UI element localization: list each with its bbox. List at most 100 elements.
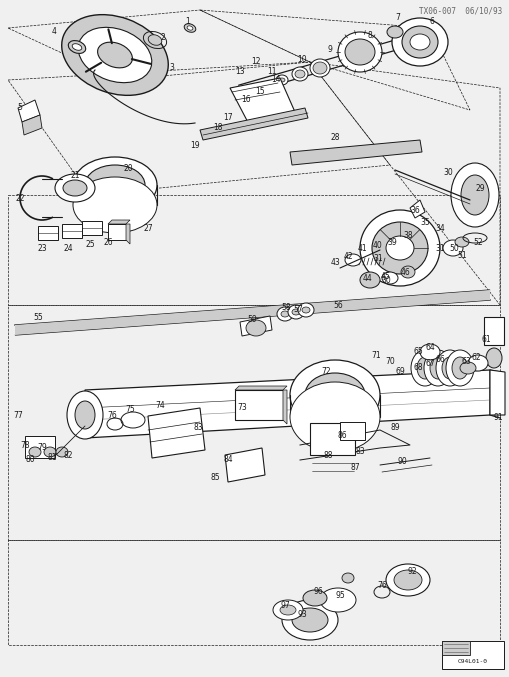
Polygon shape	[200, 108, 307, 140]
Ellipse shape	[342, 573, 353, 583]
Ellipse shape	[400, 266, 414, 278]
Text: 81: 81	[47, 454, 56, 462]
Ellipse shape	[245, 320, 266, 336]
Bar	[38, 226, 58, 240]
Text: 72: 72	[321, 368, 330, 376]
Text: 20: 20	[123, 164, 132, 173]
Polygon shape	[108, 220, 130, 224]
Text: 6: 6	[429, 18, 434, 26]
Text: 3: 3	[169, 64, 174, 72]
Polygon shape	[15, 290, 489, 335]
Polygon shape	[22, 115, 42, 135]
Text: 30: 30	[380, 276, 390, 284]
Ellipse shape	[386, 26, 402, 38]
Text: 1: 1	[185, 18, 190, 26]
Ellipse shape	[301, 307, 309, 313]
Ellipse shape	[148, 35, 161, 45]
Text: 38: 38	[403, 230, 412, 240]
Text: 58: 58	[280, 303, 290, 313]
Text: 97: 97	[279, 600, 289, 609]
Text: 43: 43	[330, 257, 340, 267]
Ellipse shape	[344, 254, 360, 266]
Text: 77: 77	[13, 410, 23, 420]
Text: 4: 4	[51, 28, 56, 37]
Ellipse shape	[288, 305, 303, 319]
Text: 96: 96	[313, 588, 322, 596]
Text: 36: 36	[409, 206, 419, 215]
Ellipse shape	[290, 382, 379, 452]
Text: 13: 13	[235, 68, 244, 77]
Text: 44: 44	[362, 274, 372, 282]
Ellipse shape	[29, 447, 41, 457]
Text: 85: 85	[210, 473, 219, 483]
Text: 7: 7	[395, 14, 400, 22]
Ellipse shape	[187, 26, 192, 30]
Ellipse shape	[292, 608, 327, 632]
Ellipse shape	[85, 165, 145, 205]
Bar	[483, 317, 503, 345]
Text: 9: 9	[327, 45, 332, 55]
Ellipse shape	[337, 32, 381, 72]
Text: 68: 68	[412, 364, 422, 372]
Text: 93: 93	[297, 611, 306, 619]
Text: 71: 71	[371, 351, 380, 360]
Text: 17: 17	[223, 114, 232, 123]
Text: 16: 16	[241, 95, 250, 104]
Text: 24: 24	[63, 244, 73, 253]
Ellipse shape	[445, 350, 473, 386]
Text: 59: 59	[247, 315, 257, 324]
Ellipse shape	[272, 600, 302, 620]
Text: 64: 64	[425, 343, 434, 353]
Text: 45: 45	[380, 271, 390, 280]
Bar	[235, 390, 282, 420]
Text: 73: 73	[237, 403, 246, 412]
Polygon shape	[18, 100, 40, 122]
Ellipse shape	[297, 303, 314, 317]
Ellipse shape	[419, 344, 439, 360]
Ellipse shape	[62, 15, 168, 95]
Ellipse shape	[55, 174, 95, 202]
Ellipse shape	[56, 447, 68, 457]
Ellipse shape	[280, 311, 289, 317]
Text: 35: 35	[419, 217, 429, 227]
Ellipse shape	[304, 373, 364, 417]
Ellipse shape	[302, 590, 326, 606]
Bar	[309, 423, 354, 455]
Text: 25: 25	[85, 240, 95, 248]
Text: 61: 61	[480, 336, 490, 345]
Polygon shape	[240, 316, 271, 336]
Ellipse shape	[292, 67, 307, 81]
Polygon shape	[230, 78, 294, 130]
Text: 88: 88	[323, 450, 332, 460]
Text: 62: 62	[470, 353, 480, 362]
Text: 18: 18	[213, 123, 222, 133]
Text: 50: 50	[448, 244, 458, 253]
Ellipse shape	[344, 39, 374, 65]
Text: 15: 15	[254, 87, 264, 97]
Polygon shape	[224, 448, 265, 482]
Ellipse shape	[416, 357, 432, 379]
Text: 27: 27	[143, 223, 153, 232]
Ellipse shape	[378, 250, 390, 260]
Bar	[441, 641, 503, 669]
Ellipse shape	[459, 362, 475, 374]
Ellipse shape	[423, 350, 451, 386]
Text: 31: 31	[434, 244, 444, 253]
Text: 39: 39	[386, 238, 396, 246]
Bar	[108, 224, 126, 240]
Ellipse shape	[359, 210, 439, 286]
Text: 78: 78	[20, 441, 30, 450]
Text: 46: 46	[401, 267, 410, 276]
Bar	[82, 221, 102, 235]
Text: 57: 57	[293, 305, 302, 315]
Text: 79: 79	[37, 443, 47, 452]
Polygon shape	[290, 140, 421, 165]
Text: 40: 40	[373, 240, 382, 250]
Polygon shape	[489, 370, 504, 415]
Ellipse shape	[371, 222, 427, 274]
Text: 34: 34	[434, 223, 444, 232]
Text: 21: 21	[70, 171, 79, 179]
Ellipse shape	[294, 70, 304, 78]
Text: 10: 10	[297, 56, 306, 64]
Ellipse shape	[275, 75, 288, 85]
